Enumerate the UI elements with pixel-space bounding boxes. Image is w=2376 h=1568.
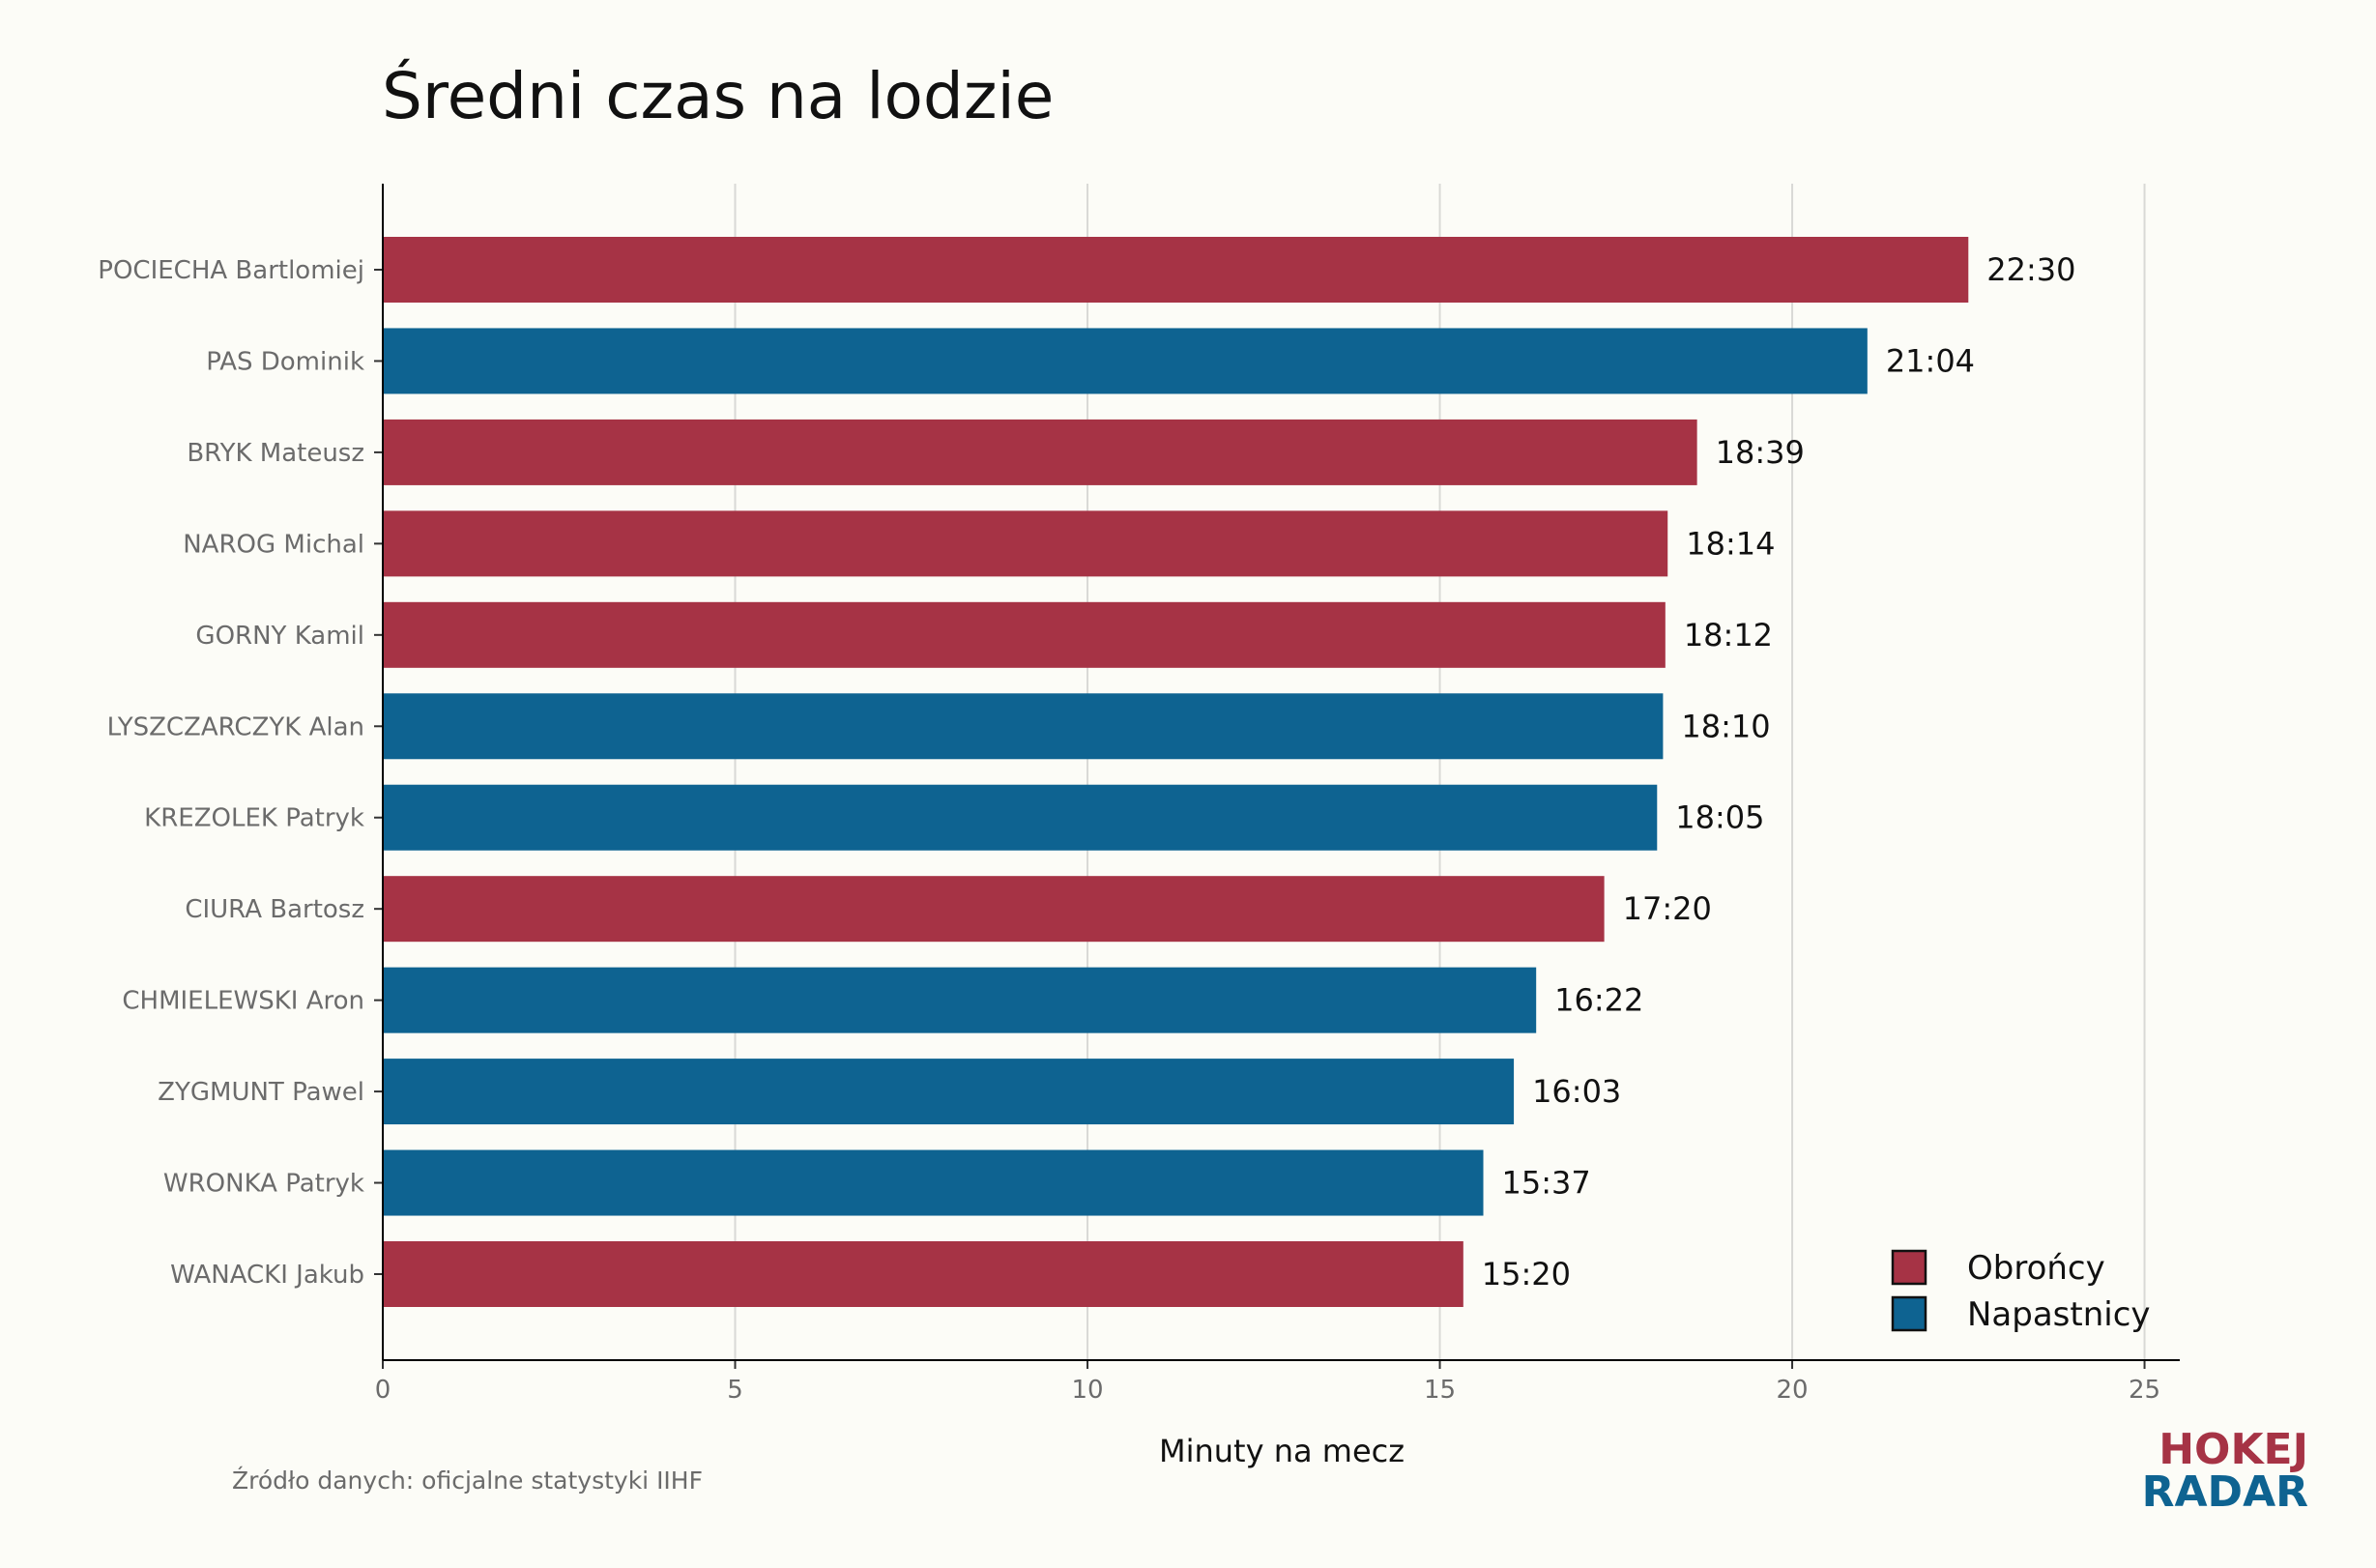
value-label-7: 18:05	[1675, 799, 1764, 836]
category-label-5: GORNY Kamil	[195, 622, 364, 651]
bar-12	[383, 1241, 1463, 1307]
category-label-8: CIURA Bartosz	[185, 895, 364, 924]
bar-8	[383, 876, 1605, 943]
category-label-10: ZYGMUNT Pawel	[158, 1078, 364, 1107]
category-label-4: NAROG Michal	[183, 530, 364, 559]
value-label-2: 21:04	[1886, 342, 1975, 379]
bar-3	[383, 419, 1697, 485]
x-tick-label-5: 5	[727, 1376, 743, 1405]
category-labels: POCIECHA Bartlomiej PAS Dominik BRYK Mateu…	[98, 256, 364, 1290]
value-label-10: 16:03	[1532, 1073, 1621, 1110]
legend-label-defence: Obrońcy	[1967, 1249, 2105, 1288]
bar-11	[383, 1149, 1484, 1216]
chart-title: Średni czas na lodzie	[382, 59, 1054, 133]
category-label-2: PAS Dominik	[206, 347, 364, 376]
category-label-11: WRONKA Patryk	[163, 1170, 364, 1199]
legend: Obrońcy Napastnicy	[1891, 1249, 2151, 1334]
value-label-5: 18:12	[1684, 617, 1773, 653]
category-label-7: KREZOLEK Patryk	[144, 804, 364, 833]
x-tick-label-15: 15	[1424, 1376, 1456, 1405]
bar-9	[383, 967, 1537, 1033]
bar-6	[383, 693, 1664, 760]
value-label-9: 16:22	[1554, 982, 1643, 1019]
bar-5	[383, 601, 1666, 668]
bar-1	[383, 237, 1969, 303]
category-label-1: POCIECHA Bartlomiej	[98, 256, 364, 285]
logo-line-2: RADAR	[2142, 1467, 2308, 1517]
bar-2	[383, 328, 1868, 394]
x-tick-label-10: 10	[1071, 1376, 1103, 1405]
x-tick-labels: 0 5 10 15 20 25	[375, 1376, 2160, 1405]
value-label-4: 18:14	[1686, 525, 1775, 562]
value-label-6: 18:10	[1681, 708, 1770, 744]
logo-line-1: HOKEJ	[2159, 1425, 2308, 1474]
bar-4	[383, 510, 1668, 577]
legend-swatch-defence	[1891, 1249, 1927, 1286]
value-label-12: 15:20	[1482, 1256, 1571, 1292]
x-tick-label-20: 20	[1776, 1376, 1808, 1405]
value-label-1: 22:30	[1986, 251, 2075, 288]
value-label-3: 18:39	[1716, 434, 1805, 471]
hokej-radar-logo: HOKEJ RADAR	[2142, 1425, 2308, 1517]
category-label-3: BRYK Mateusz	[187, 439, 364, 468]
value-label-11: 15:37	[1502, 1165, 1591, 1202]
x-axis-title: Minuty na mecz	[1159, 1433, 1405, 1469]
x-tick-label-0: 0	[375, 1376, 391, 1405]
category-label-12: WANACKI Jakub	[170, 1261, 364, 1290]
bars	[383, 237, 1969, 1307]
category-label-9: CHMIELEWSKI Aron	[122, 987, 364, 1016]
value-label-8: 17:20	[1623, 890, 1712, 927]
category-label-6: LYSZCZARCZYK Alan	[107, 712, 364, 741]
legend-label-forward: Napastnicy	[1967, 1295, 2151, 1334]
value-labels: 22:30 21:04 18:39 18:14 18:12 18:10 18:05 17:20…	[1482, 251, 2076, 1292]
source-note: Źródło danych: oficjalne statystyki IIHF	[232, 1466, 703, 1495]
x-tick-label-25: 25	[2129, 1376, 2160, 1405]
bar-10	[383, 1059, 1515, 1125]
bar-7	[383, 784, 1658, 851]
axes	[374, 184, 2180, 1369]
legend-swatch-forward	[1891, 1295, 1927, 1332]
